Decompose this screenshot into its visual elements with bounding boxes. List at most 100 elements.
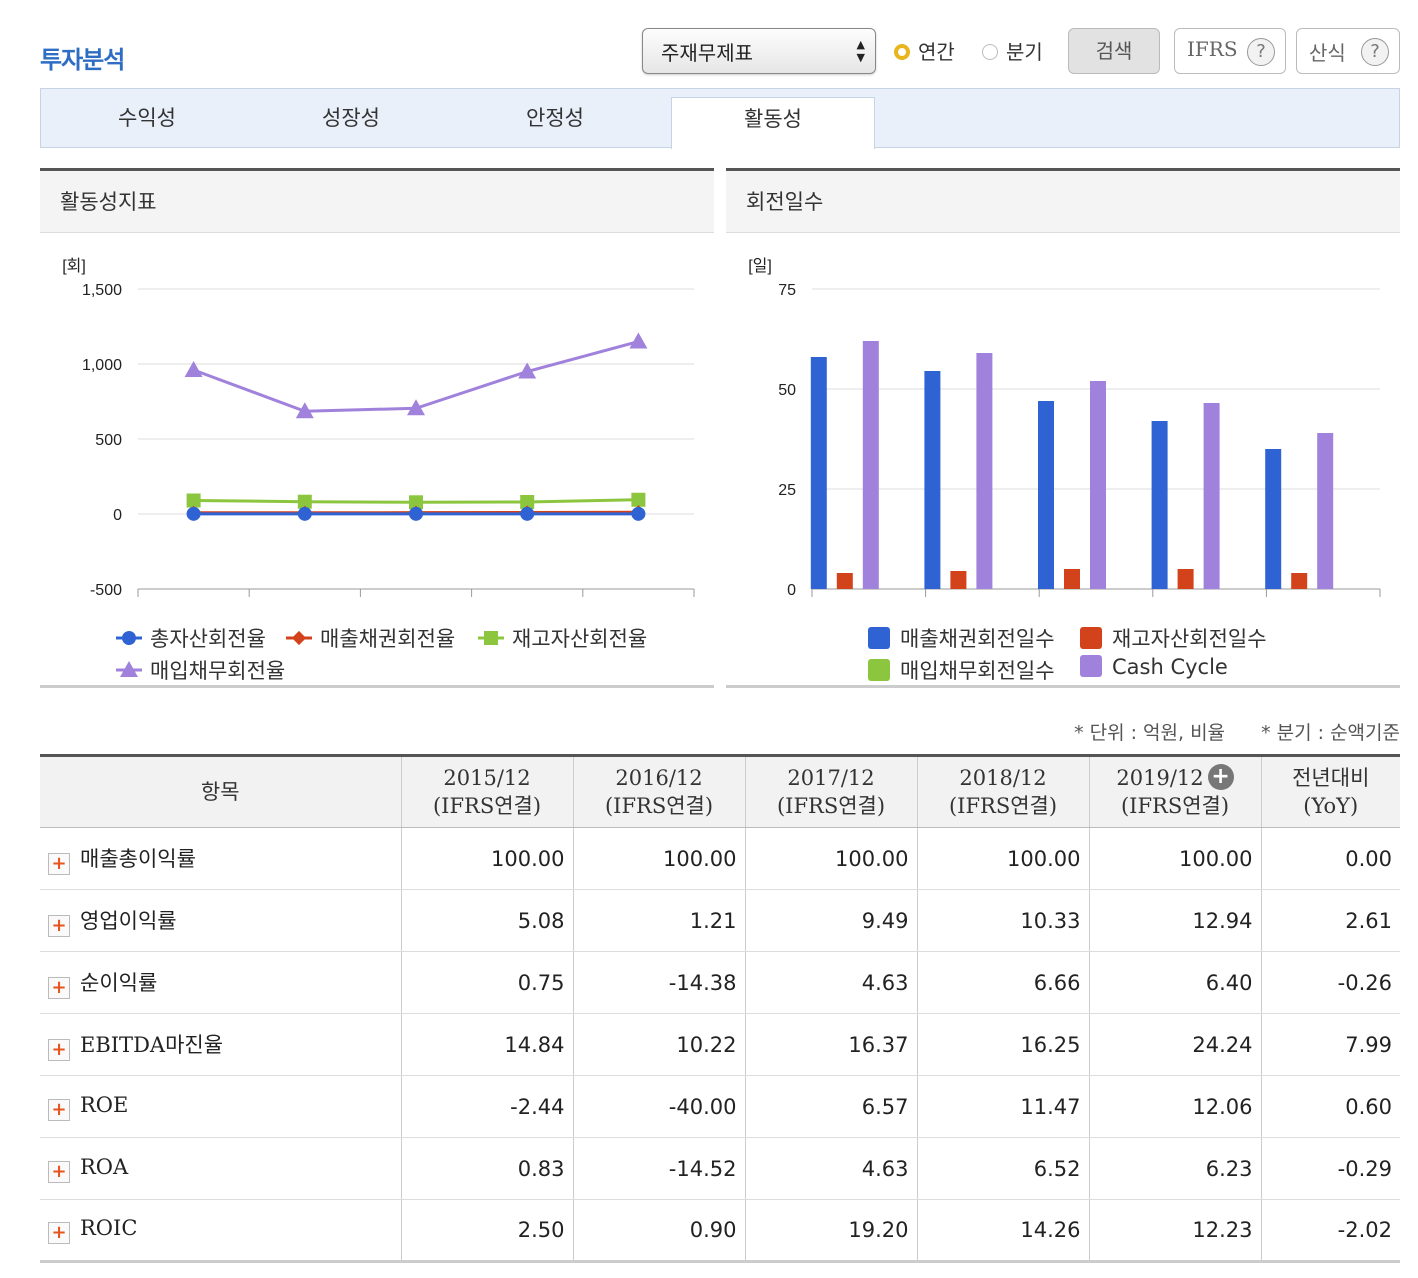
value-cell: 4.63 — [745, 951, 918, 1014]
header-sublabel: (IFRS연결) — [776, 794, 886, 818]
bar — [862, 341, 879, 589]
header-label: 항목 — [200, 780, 240, 804]
bar — [1203, 403, 1220, 589]
turnover-days-title: 회전일수 — [726, 171, 1400, 233]
value-cell: 9.49 — [745, 889, 918, 952]
tab-growth[interactable]: 성장성 — [322, 106, 380, 130]
value-cell: 5.08 — [401, 889, 574, 952]
expand-columns-icon[interactable]: + — [1207, 764, 1234, 790]
row-label-cell: + ROIC — [40, 1199, 402, 1263]
data-point — [631, 506, 646, 521]
value-cell: 0.00 — [1261, 827, 1400, 890]
value-cell: 24.24 — [1089, 1013, 1262, 1076]
statement-select[interactable]: 주재무제표 ▲ ▼ — [642, 28, 876, 74]
tab-profitability[interactable]: 수익성 — [118, 106, 176, 130]
value-cell: -0.29 — [1261, 1137, 1400, 1200]
tab-stability[interactable]: 안정성 — [526, 106, 584, 130]
radio-unchecked-icon — [982, 44, 998, 60]
value-cell: 7.99 — [1261, 1013, 1400, 1076]
table-row: + ROA 0.83 -14.52 4.63 6.52 6.23 -0.29 — [40, 1137, 1400, 1200]
expand-row-icon[interactable]: + — [48, 976, 70, 999]
value-cell: -2.44 — [401, 1075, 574, 1138]
value-cell: 4.63 — [745, 1137, 918, 1200]
radio-quarter[interactable]: 분기 — [982, 36, 1043, 65]
row-label-cell: + 매출총이익률 — [40, 827, 402, 890]
y-axis-unit: [회] — [62, 257, 86, 275]
expand-row-icon[interactable]: + — [48, 1038, 70, 1061]
legend-item[interactable]: 매출채권회전일수 — [868, 623, 1055, 653]
header-year: 2016/12 (IFRS연결) — [573, 754, 746, 828]
legend-item[interactable]: 재고자산회전율 — [478, 623, 647, 653]
legend-item[interactable]: 매출채권회전율 — [286, 623, 455, 653]
value-cell: 100.00 — [1089, 827, 1262, 890]
legend-swatch — [1080, 627, 1102, 649]
expand-row-icon[interactable]: + — [48, 1222, 70, 1244]
header-year: 2015/12 (IFRS연결) — [401, 754, 574, 828]
table-header-row: 항목 2015/12 (IFRS연결) 2016/12 (IFRS연결) 2017/… — [40, 754, 1400, 828]
y-tick-label: 500 — [95, 432, 122, 449]
table-row: + 영업이익률 5.08 1.21 9.49 10.33 12.94 2.61 — [40, 889, 1400, 952]
ifrs-help-button[interactable]: IFRS ? — [1174, 28, 1286, 74]
value-cell: 6.40 — [1089, 951, 1262, 1014]
bar — [836, 573, 853, 589]
legend-item[interactable]: 총자산회전율 — [116, 623, 266, 653]
radio-annual-label: 연간 — [918, 40, 955, 64]
value-cell: -40.00 — [573, 1075, 746, 1138]
table-row: + ROE -2.44 -40.00 6.57 11.47 12.06 0.60 — [40, 1075, 1400, 1138]
value-cell: 14.84 — [401, 1013, 574, 1076]
radio-annual[interactable]: 연간 — [894, 36, 955, 65]
value-cell: 100.00 — [917, 827, 1090, 890]
expand-row-icon[interactable]: + — [48, 1098, 70, 1121]
legend-item[interactable]: 매입채무회전율 — [116, 655, 285, 685]
header-item: 항목 — [40, 754, 402, 828]
value-cell: 0.90 — [573, 1199, 746, 1263]
value-cell: 0.60 — [1261, 1075, 1400, 1138]
legend-swatch — [868, 659, 890, 681]
activity-ratio-panel: 활동성지표 [회]1,5001,0005000-5002015/122016/1… — [40, 168, 714, 688]
row-label-cell: + ROA — [40, 1137, 402, 1200]
data-point — [186, 493, 201, 508]
header-label: 2016/12 — [615, 766, 703, 790]
help-icon: ? — [1361, 38, 1389, 66]
header-year: 2019/12 + (IFRS연결) — [1089, 754, 1262, 828]
value-cell: -14.52 — [573, 1137, 746, 1200]
legend-swatch — [868, 627, 890, 649]
value-cell: 10.22 — [573, 1013, 746, 1076]
legend-item[interactable]: 재고자산회전일수 — [1080, 623, 1267, 653]
value-cell: 6.23 — [1089, 1137, 1262, 1200]
bar — [1177, 569, 1194, 589]
y-tick-label: 0 — [113, 507, 122, 524]
value-cell: 14.26 — [917, 1199, 1090, 1263]
header-sublabel: (IFRS연결) — [432, 794, 542, 818]
search-button[interactable]: 검색 — [1068, 28, 1160, 74]
header-label: 2018/12 — [959, 766, 1047, 790]
bar — [1317, 433, 1334, 589]
tab-activity[interactable]: 활동성 — [671, 97, 875, 149]
header-year: 2017/12 (IFRS연결) — [745, 754, 918, 828]
legend-label: Cash Cycle — [1112, 655, 1228, 679]
legend-label: 총자산회전율 — [150, 627, 266, 651]
table-row: + 순이익률 0.75 -14.38 4.63 6.66 6.40 -0.26 — [40, 951, 1400, 1014]
value-cell: -14.38 — [573, 951, 746, 1014]
legend-item[interactable]: 매입채무회전일수 — [868, 655, 1055, 685]
y-tick-label: 0 — [787, 582, 796, 599]
data-point — [520, 495, 535, 509]
row-label: 매출총이익률 — [80, 846, 196, 871]
value-cell: 2.61 — [1261, 889, 1400, 952]
expand-row-icon[interactable]: + — [48, 852, 70, 875]
value-cell: 100.00 — [401, 827, 574, 890]
formula-help-button[interactable]: 산식 ? — [1296, 28, 1400, 74]
data-point — [629, 332, 648, 349]
header-sublabel: (IFRS연결) — [948, 794, 1058, 818]
value-cell: 12.94 — [1089, 889, 1262, 952]
unit-note: * 단위 : 억원, 비율 * 분기 : 순액기준 — [1044, 718, 1400, 745]
help-icon: ? — [1247, 38, 1275, 66]
data-point — [520, 506, 535, 521]
value-cell: 6.52 — [917, 1137, 1090, 1200]
legend-item[interactable]: Cash Cycle — [1080, 655, 1228, 679]
header-year: 2018/12 (IFRS연결) — [917, 754, 1090, 828]
expand-row-icon[interactable]: + — [48, 914, 70, 937]
value-cell: 0.83 — [401, 1137, 574, 1200]
value-cell: 1.21 — [573, 889, 746, 952]
expand-row-icon[interactable]: + — [48, 1160, 70, 1183]
